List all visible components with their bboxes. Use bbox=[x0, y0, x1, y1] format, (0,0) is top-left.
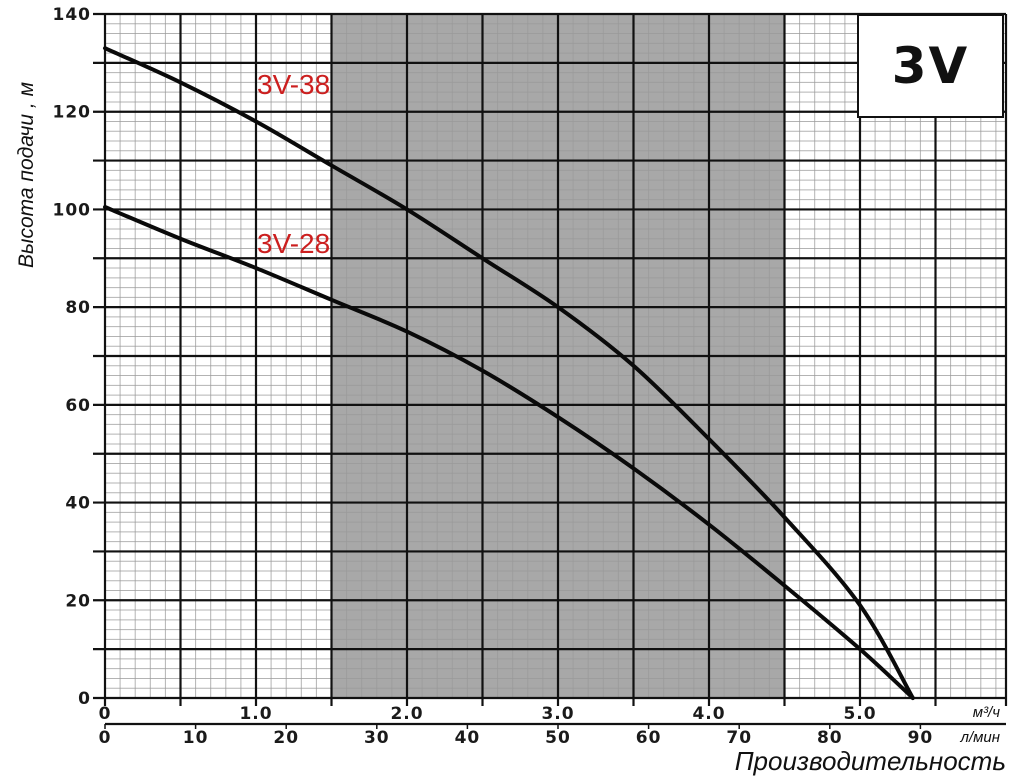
x-tick-label-lmin: 30 bbox=[364, 728, 390, 748]
series-label-3v-28: 3V-28 bbox=[257, 228, 330, 259]
curve-3v-38 bbox=[103, 46, 915, 700]
y-tick-label: 0 bbox=[78, 689, 91, 709]
x-tick-label-lmin: 90 bbox=[908, 728, 934, 748]
x-axis-ticks: 0 1.0 2.0 3.0 4.0 5.0 0 10 20 30 40 50 60 70 80 90 bbox=[99, 704, 1006, 748]
y-tick-label: 120 bbox=[53, 103, 92, 123]
x-tick-label-lmin: 10 bbox=[183, 728, 209, 748]
brand-badge: 3V bbox=[857, 14, 1004, 118]
y-tick-label: 140 bbox=[53, 5, 92, 25]
x-tick-label-m3h: 4.0 bbox=[692, 704, 725, 724]
x-tick-label-m3h: 3.0 bbox=[541, 704, 574, 724]
brand-title: 3V bbox=[891, 37, 970, 95]
x-tick-label-m3h: 5.0 bbox=[843, 704, 876, 724]
x-tick-label-lmin: 70 bbox=[726, 728, 752, 748]
x-tick-label-lmin: 40 bbox=[455, 728, 481, 748]
y-tick-label: 20 bbox=[65, 591, 91, 611]
curve-3v-28 bbox=[103, 204, 915, 700]
x-tick-label-m3h: 2.0 bbox=[390, 704, 423, 724]
y-tick-label: 100 bbox=[53, 200, 92, 220]
x-tick-label-lmin: 80 bbox=[817, 728, 843, 748]
unit-m3h: м³/ч bbox=[973, 704, 1000, 721]
series-label-3v-38: 3V-38 bbox=[257, 69, 330, 100]
y-axis-ticks: 0 20 40 60 80 100 120 140 bbox=[53, 5, 92, 709]
x-tick-label-lmin: 0 bbox=[99, 728, 112, 748]
unit-lmin: л/мин bbox=[959, 729, 1000, 746]
x-tick-label-m3h: 0 bbox=[99, 704, 112, 724]
y-tick-label: 40 bbox=[65, 494, 91, 514]
x-tick-label-lmin: 20 bbox=[273, 728, 299, 748]
x-tick-label-lmin: 60 bbox=[636, 728, 662, 748]
x-tick-label-lmin: 50 bbox=[545, 728, 571, 748]
performance-curves bbox=[103, 46, 915, 700]
y-tick-label: 80 bbox=[65, 298, 91, 318]
y-axis-title: Высота подачи , м bbox=[15, 82, 38, 268]
x-tick-label-m3h: 1.0 bbox=[239, 704, 272, 724]
y-tick-label: 60 bbox=[65, 396, 91, 416]
x-axis-title: Производительность bbox=[735, 746, 1006, 776]
major-grid bbox=[93, 12, 1008, 706]
